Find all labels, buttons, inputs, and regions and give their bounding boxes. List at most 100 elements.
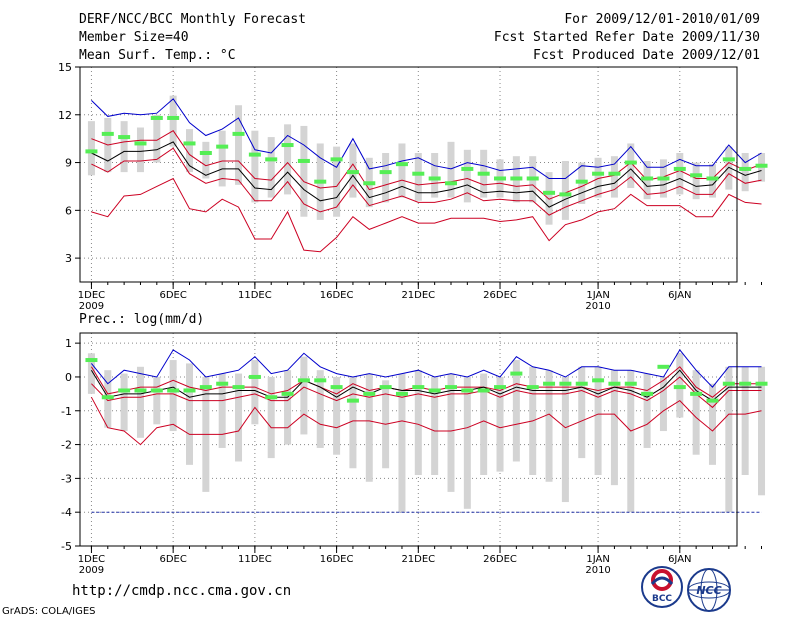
spread-bar (218, 373, 226, 448)
spread-bar (120, 373, 128, 432)
ensemble-marker (641, 176, 654, 181)
spread-bar (692, 162, 700, 200)
y-tick-label: -5 (61, 540, 72, 553)
ensemble-marker (673, 166, 686, 171)
ensemble-marker (510, 176, 523, 181)
x-tick-label: 6DEC (159, 290, 186, 301)
spread-bar (333, 146, 341, 217)
y-tick-label: 0 (65, 371, 72, 384)
x-tick-label: 1DEC (78, 290, 105, 301)
ensemble-marker (395, 391, 408, 396)
ensemble-marker (134, 141, 147, 146)
ensemble-marker (592, 378, 605, 383)
x-tick-label: 1JAN (586, 554, 609, 565)
spread-bar (300, 356, 308, 435)
x-tick-label: 1DEC (78, 554, 105, 565)
ensemble-marker (85, 358, 98, 363)
ensemble-marker (624, 160, 637, 165)
upper-line (90, 366, 762, 398)
x-tick-label: 11DEC (238, 290, 272, 301)
ensemble-marker (379, 385, 392, 390)
chart-title: DERF/NCC/BCC Monthly Forecast (79, 12, 306, 27)
spread-bar (349, 376, 357, 469)
ensemble-marker (444, 181, 457, 186)
ensemble-marker (248, 152, 261, 157)
ensemble-marker (526, 176, 539, 181)
spread-bar (676, 153, 684, 195)
ensemble-marker (216, 381, 229, 386)
spread-bar (218, 130, 226, 187)
ensemble-marker (134, 388, 147, 393)
spread-bar (627, 143, 635, 189)
year-label: 2010 (585, 565, 610, 576)
spread-bar (594, 366, 602, 475)
ensemble-marker (363, 181, 376, 186)
spread-bar (480, 373, 488, 475)
x-tick-label: 26DEC (483, 290, 517, 301)
year-label: 2010 (585, 301, 610, 312)
ensemble-marker (346, 398, 359, 403)
ensemble-marker (199, 385, 212, 390)
spread-bar (414, 153, 422, 201)
ensemble-marker (118, 388, 131, 393)
spread-bar (382, 153, 390, 203)
ensemble-marker (706, 398, 719, 403)
spread-bar (594, 157, 602, 198)
ensemble-marker (412, 171, 425, 176)
x-tick-label: 21DEC (401, 290, 435, 301)
spread-bar (463, 376, 471, 509)
spread-bar (136, 127, 144, 173)
ensemble-marker (281, 391, 294, 396)
ensemble-marker (559, 192, 572, 197)
ensemble-marker (167, 388, 180, 393)
spread-bar (202, 141, 210, 179)
y-tick-label: 3 (65, 252, 72, 265)
spread-bar (725, 146, 733, 190)
ensemble-marker (85, 149, 98, 154)
ncc-logo: NCC (687, 568, 731, 612)
spread-bar (578, 366, 586, 459)
ensemble-marker (150, 388, 163, 393)
spread-bar (169, 95, 177, 147)
ensemble-marker (657, 364, 670, 369)
spread-bar (235, 373, 243, 462)
ensemble-marker (346, 170, 359, 175)
spread-bar (186, 129, 193, 173)
spread-bar (398, 143, 406, 198)
spread-bar (169, 360, 177, 432)
ensemble-marker (641, 391, 654, 396)
ensemble-marker (722, 381, 735, 386)
ensemble-marker (199, 151, 212, 155)
spread-bar (758, 366, 766, 496)
ensemble-marker (232, 385, 245, 390)
ncc-logo-text: NCC (696, 584, 721, 597)
spread-bar (463, 149, 471, 203)
spread-bar (153, 376, 161, 425)
spread-bar (398, 373, 406, 513)
ensemble-marker (690, 391, 703, 396)
ensemble-marker (265, 395, 278, 400)
ensemble-marker (673, 385, 686, 390)
ensemble-marker (248, 374, 261, 379)
spread-bar (251, 130, 259, 203)
x-tick-label: 6DEC (159, 554, 186, 565)
ensemble-marker (657, 176, 670, 181)
ensemble-marker (183, 388, 196, 393)
spread-bar (87, 121, 95, 176)
ensemble-marker (739, 381, 752, 386)
max-line (91, 349, 762, 388)
min-line (91, 177, 762, 253)
lower-line (91, 376, 762, 409)
ensemble-marker (297, 378, 310, 383)
source-url: http://cmdp.ncc.cma.gov.cn (72, 583, 291, 599)
spread-bar (708, 164, 716, 198)
spread-bar (447, 141, 455, 198)
spread-bar (267, 376, 275, 459)
fcst-started-label: Fcst Started Refer Date 2009/11/30 (494, 30, 760, 45)
ensemble-marker (363, 391, 376, 396)
spread-bar (251, 360, 259, 425)
ensemble-marker (216, 144, 229, 149)
y-tick-label: -1 (61, 405, 72, 418)
lower-line (91, 147, 762, 216)
ensemble-marker (297, 158, 310, 163)
